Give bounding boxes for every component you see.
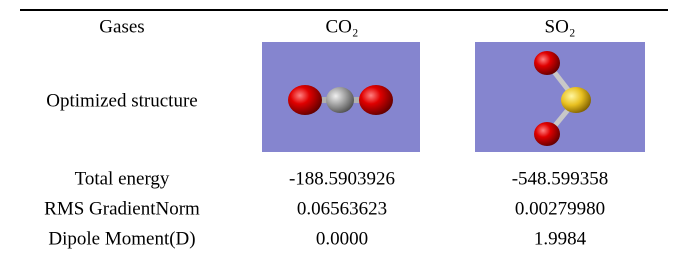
cell: 0.0000 (316, 228, 368, 249)
cell: -188.5903926 (289, 168, 395, 189)
header-cell: SO₂ (545, 16, 576, 37)
row-label: Dipole Moment(D) (48, 228, 195, 249)
table: Gases CO₂ SO₂ Optimized structure Total … (0, 0, 682, 253)
so2-structure (475, 42, 645, 152)
co2-structure (262, 42, 420, 152)
row-label: Total energy (75, 168, 170, 189)
row-label: Optimized structure (46, 90, 197, 111)
cell: 0.06563623 (297, 198, 387, 219)
cell: -548.599358 (512, 168, 609, 189)
header-cell: CO₂ (325, 16, 358, 37)
cell: 1.9984 (534, 228, 587, 249)
cell: 0.00279980 (515, 198, 605, 219)
row-label: RMS GradientNorm (44, 198, 200, 219)
header-cell: Gases (99, 16, 144, 37)
